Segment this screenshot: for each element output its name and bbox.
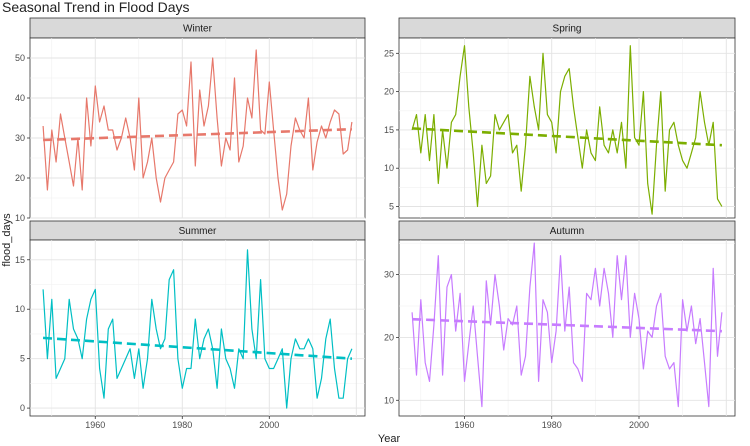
- plot-area-autumn: [398, 239, 736, 417]
- facet-label-summer: Summer: [179, 226, 217, 237]
- trend-line-winter: [43, 127, 352, 142]
- y-tick-label: 15: [15, 255, 25, 265]
- x-tick-label: 1980: [172, 420, 192, 430]
- y-tick-label: 10: [384, 395, 394, 405]
- plot-area-summer: [29, 239, 366, 417]
- y-tick-label: 20: [384, 332, 394, 342]
- x-axis-title: Year: [378, 433, 401, 445]
- chart-title: Seasonal Trend in Flood Days: [2, 0, 190, 15]
- y-tick-label: 10: [15, 213, 25, 223]
- facet-label-autumn: Autumn: [550, 226, 584, 237]
- x-tick-label: 1960: [85, 420, 105, 430]
- x-tick-label: 2000: [629, 420, 649, 430]
- series-line-spring: [411, 45, 723, 215]
- y-tick-label: 0: [20, 403, 25, 413]
- panel-summer: Summer 1960 1980 2000 0 5 10 15: [15, 220, 366, 430]
- trend-line-summer: [42, 336, 353, 360]
- y-tick-label: 30: [384, 270, 394, 280]
- panel-autumn: Autumn 1960 1980 2000 10 20 30: [384, 220, 736, 430]
- y-tick-label: 20: [384, 87, 394, 97]
- y-tick-label: 30: [15, 133, 25, 143]
- y-tick-label: 40: [15, 93, 25, 103]
- facet-label-spring: Spring: [553, 24, 582, 35]
- y-tick-label: 50: [15, 53, 25, 63]
- y-axis-title: flood_days: [1, 213, 13, 267]
- y-tick-label: 20: [15, 173, 25, 183]
- y-tick-label: 10: [15, 304, 25, 314]
- series-line-autumn: [411, 242, 723, 408]
- panel-winter: Winter 10 20 30 40 50: [15, 17, 366, 223]
- x-tick-label: 1960: [454, 420, 474, 430]
- y-tick-label: 25: [384, 48, 394, 58]
- plot-area-spring: [398, 37, 736, 219]
- y-tick-label: 10: [384, 163, 394, 173]
- y-tick-label: 5: [20, 354, 25, 364]
- series-line-summer: [42, 249, 353, 409]
- x-tick-label: 2000: [259, 420, 279, 430]
- trend-line-autumn: [412, 317, 722, 333]
- y-tick-label: 5: [389, 202, 394, 212]
- panel-spring: Spring 5 10 15 20 25: [384, 17, 736, 219]
- facet-panels: Winter1020304050Spring510152025Summer196…: [15, 17, 736, 430]
- facet-label-winter: Winter: [183, 24, 213, 35]
- trend-line-spring: [412, 127, 722, 147]
- x-tick-label: 1980: [542, 420, 562, 430]
- y-tick-label: 15: [384, 125, 394, 135]
